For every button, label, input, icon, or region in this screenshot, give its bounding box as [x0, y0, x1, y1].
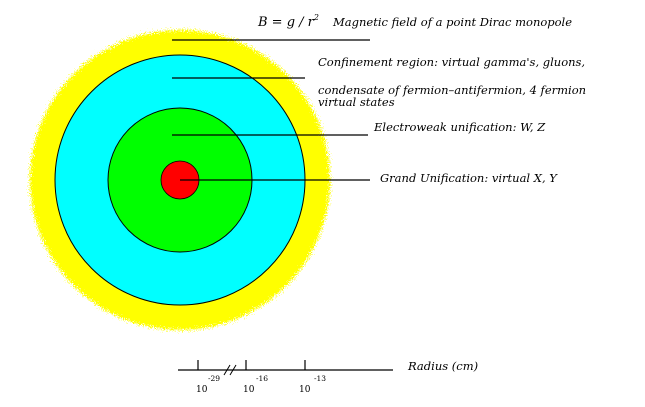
- tick-label-3-base: 10: [299, 385, 311, 395]
- dirac-formula: B = g / r2: [257, 13, 319, 30]
- confinement-label-line1: Confinement region: virtual gamma's, glu…: [318, 55, 585, 69]
- grand-unification-label: Grand Unification: virtual X, Y: [380, 171, 558, 185]
- tick-label-1-base: 10: [196, 385, 208, 395]
- electroweak-label: Electroweak unification: W, Z: [373, 120, 546, 134]
- tick-label-3-exp: -13: [314, 374, 326, 383]
- tick-label-2-base: 10: [243, 385, 255, 395]
- tick-label-1-exp: -29: [208, 374, 220, 383]
- dirac-description: Magnetic field of a point Dirac monopole: [332, 15, 572, 29]
- confinement-label-line3: virtual states: [318, 95, 395, 109]
- axis-label: Radius (cm): [407, 359, 478, 373]
- confinement-label-line2: condensate of fermion–antifermion, 4 fer…: [318, 83, 586, 97]
- tick-label-2-exp: -16: [256, 374, 268, 383]
- axis-break-mark: [223, 364, 231, 376]
- axis-break-mark: [229, 364, 237, 376]
- radius-axis: -29 10 -16 10 -13 10 Radius (cm): [178, 359, 478, 395]
